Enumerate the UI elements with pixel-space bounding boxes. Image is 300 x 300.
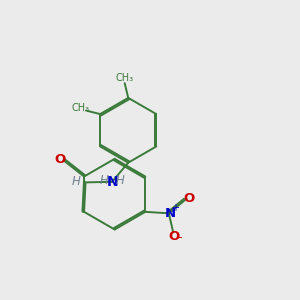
Text: H: H [72, 175, 81, 188]
Text: N: N [106, 175, 118, 188]
Text: O: O [169, 230, 180, 243]
Text: H: H [116, 174, 125, 187]
Text: N: N [165, 207, 176, 220]
Text: H: H [99, 174, 108, 187]
Text: -: - [178, 231, 182, 244]
Text: +: + [171, 203, 179, 213]
Text: CH₃: CH₃ [71, 103, 89, 112]
Text: O: O [54, 153, 65, 166]
Text: CH₃: CH₃ [115, 73, 133, 83]
Text: O: O [183, 192, 194, 205]
